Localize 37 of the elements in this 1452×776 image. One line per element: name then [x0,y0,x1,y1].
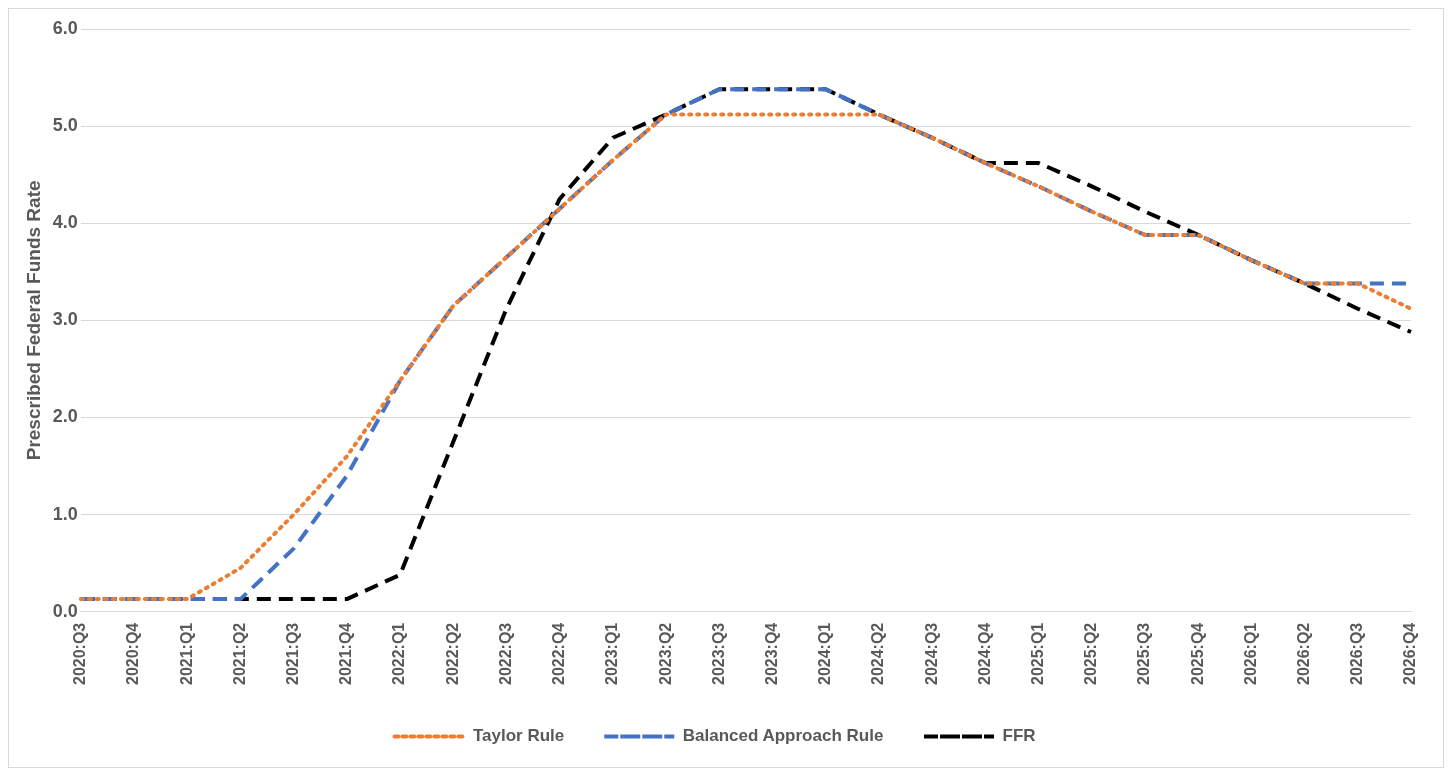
x-tick-label: 2023:Q3 [709,622,727,685]
x-tick-label: 2020:Q4 [124,622,142,685]
x-tick-label: 2022:Q1 [390,622,408,685]
x-tick-label: 2022:Q4 [550,622,568,685]
x-tick-label: 2022:Q2 [443,622,461,685]
x-tick-label: 2025:Q2 [1082,622,1100,685]
x-tick-label: 2020:Q3 [71,622,89,685]
x-tick-label: 2024:Q4 [975,622,993,685]
y-tick-label: 6.0 [52,17,78,38]
x-tick-label: 2026:Q1 [1241,622,1259,685]
x-tick-label: 2025:Q1 [1028,622,1046,685]
y-tick-label: 5.0 [52,115,78,136]
x-tick-label: 2026:Q4 [1401,622,1419,685]
y-tick-label: 3.0 [52,309,78,330]
x-tick-label: 2021:Q4 [337,622,355,685]
x-tick-label: 2021:Q2 [230,622,248,685]
x-tick-label: 2026:Q3 [1348,622,1366,685]
x-tick-label: 2025:Q3 [1135,622,1153,685]
x-tick-label: 2026:Q2 [1294,622,1312,685]
y-tick-label: 2.0 [52,406,78,427]
x-tick-label: 2021:Q3 [284,622,302,685]
legend-label: FFR [1002,726,1036,746]
x-tick-label: 2024:Q3 [922,622,940,685]
y-tick-label: 4.0 [52,212,78,233]
legend-label: Balanced Approach Rule [682,726,884,746]
x-tick-label: 2024:Q1 [816,622,834,685]
x-tick-label: 2023:Q1 [603,622,621,685]
x-tick-label: 2023:Q2 [656,622,674,685]
legend-label: Taylor Rule [472,726,565,746]
x-tick-label: 2021:Q1 [177,622,195,685]
y-tick-label: 1.0 [52,503,78,524]
x-tick-label: 2022:Q3 [496,622,514,685]
y-axis-title: Prescribed Federal Funds Rate [22,180,44,461]
x-tick-label: 2025:Q4 [1188,622,1206,685]
x-tick-label: 2024:Q2 [869,622,887,685]
y-tick-label: 0.0 [52,600,78,621]
x-tick-label: 2023:Q4 [762,622,780,685]
